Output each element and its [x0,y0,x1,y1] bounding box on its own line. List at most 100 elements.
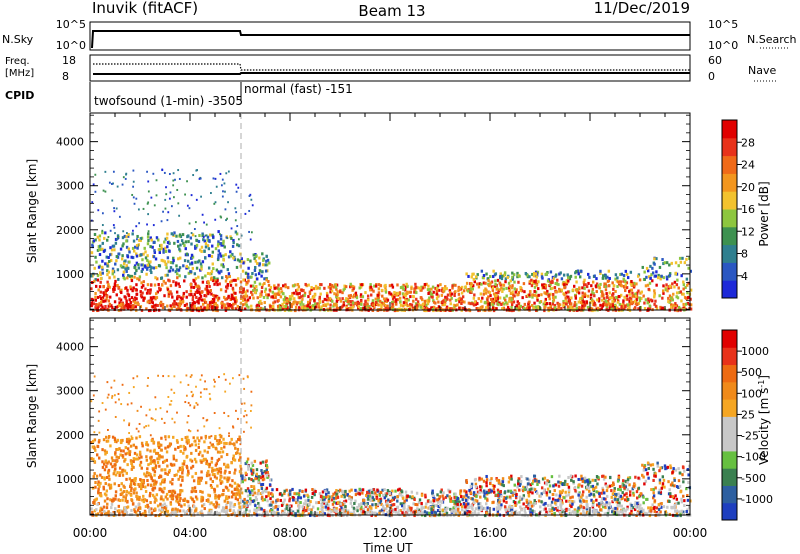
range-gate-cell [126,499,129,503]
range-gate-cell [99,473,102,477]
range-gate-cell [287,286,290,290]
range-gate-cell [183,448,186,452]
range-gate-cell [558,496,562,500]
range-gate-cell [101,305,104,309]
range-gate-cell [553,511,556,515]
range-gate-cell [169,284,173,288]
freq-tick-top: 18 [62,54,76,67]
range-gate-cell [221,450,225,454]
range-gate-cell [594,511,597,515]
range-gate-cell [138,435,142,439]
range-gate-cell [198,290,201,294]
range-gate-cell [596,306,600,310]
range-gate-cell [199,294,203,298]
range-gate-cell [265,468,268,472]
range-gate-cell [689,303,693,307]
range-gate-cell [671,282,674,286]
range-gate-cell [155,451,158,455]
range-gate-cell [299,302,302,306]
range-gate-cell [666,499,670,503]
range-gate-cell [147,260,151,264]
range-gate-cell [146,242,150,246]
range-gate-cell [234,451,238,455]
range-gate-cell [234,219,237,222]
range-gate-cell [419,305,422,309]
range-gate-cell [150,507,153,511]
range-gate-cell [205,462,208,466]
range-gate-cell [156,460,160,464]
range-gate-cell [617,294,621,298]
range-gate-cell [236,243,239,247]
range-gate-cell [190,261,194,265]
range-gate-cell [515,307,518,311]
range-gate-cell [131,256,135,260]
range-gate-cell [405,297,409,301]
range-gate-cell [257,475,260,479]
range-gate-cell [399,502,403,506]
range-gate-cell [616,276,619,280]
range-gate-cell [492,309,496,313]
range-gate-cell [155,194,158,197]
range-gate-cell [460,291,464,295]
range-gate-cell [474,482,478,486]
range-gate-cell [104,482,107,486]
range-gate-cell [485,306,488,310]
range-gate-cell [534,479,537,483]
range-gate-cell [560,490,564,494]
range-gate-cell [402,301,406,305]
range-gate-cell [335,293,338,297]
range-gate-cell [671,495,675,499]
range-gate-cell [501,477,505,481]
range-gate-cell [596,298,599,302]
range-gate-cell [224,208,227,211]
range-gate-cell [565,282,568,286]
range-gate-cell [648,304,652,308]
range-gate-cell [571,288,575,292]
range-gate-cell [384,494,388,498]
range-gate-cell [100,307,103,311]
range-gate-cell [251,489,254,493]
range-gate-cell [412,512,416,516]
range-gate-cell [244,271,248,275]
range-gate-cell [150,238,153,242]
range-gate-cell [101,259,104,263]
range-gate-cell [147,309,151,313]
range-gate-cell [432,300,436,304]
range-gate-cell [123,509,126,513]
range-gate-cell [141,498,144,502]
range-gate-cell [162,247,165,251]
range-gate-cell [111,267,115,271]
range-gate-cell [102,299,105,303]
range-gate-cell [296,292,299,296]
range-gate-cell [545,272,549,276]
range-gate-cell [271,290,275,294]
range-gate-cell [642,495,645,499]
range-gate-cell [254,290,257,294]
range-gate-cell [483,506,486,510]
range-gate-cell [195,243,199,247]
range-gate-cell [147,201,150,204]
range-gate-cell [148,471,151,475]
range-gate-cell [129,459,133,463]
range-gate-cell [661,482,665,486]
range-gate-cell [223,245,226,249]
range-gate-cell [190,443,194,447]
range-gate-cell [603,282,606,286]
colorbar-tick-label: 8 [741,248,748,261]
range-gate-cell [452,508,456,512]
range-gate-cell [159,482,162,486]
range-gate-cell [682,512,685,516]
range-gate-cell [223,510,226,514]
range-gate-cell [216,471,220,475]
range-gate-cell [487,307,490,311]
range-gate-cell [678,291,681,295]
range-gate-cell [359,507,362,511]
range-gate-cell [242,287,246,291]
range-gate-cell [582,306,586,310]
range-gate-cell [484,300,487,304]
range-gate-cell [510,286,514,290]
range-gate-cell [93,438,97,442]
range-gate-cell [321,498,324,502]
range-gate-cell [426,302,430,306]
range-gate-cell [345,297,348,301]
